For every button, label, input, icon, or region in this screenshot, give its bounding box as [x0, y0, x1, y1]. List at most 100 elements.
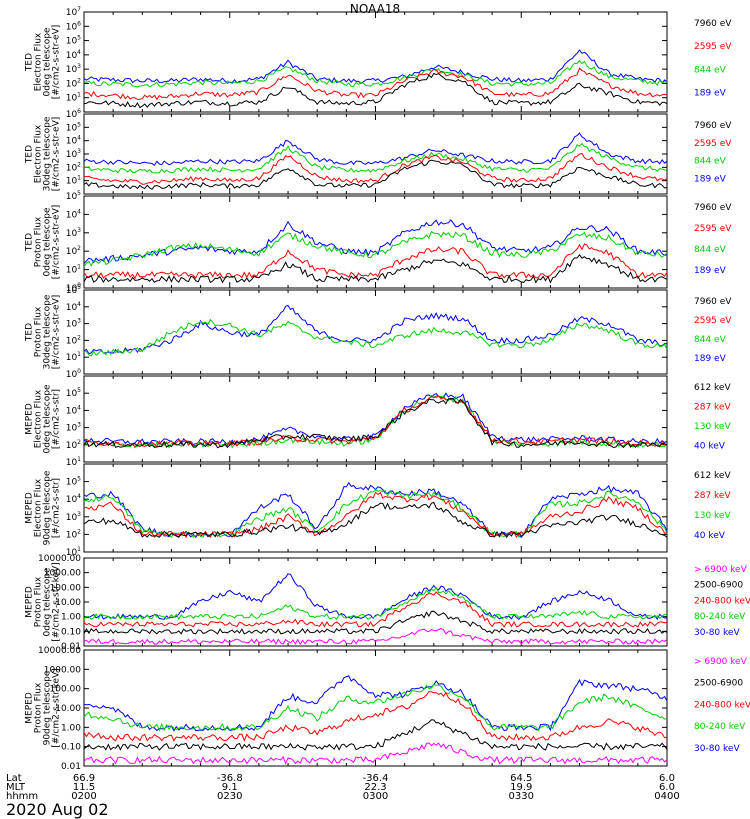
y-tick-label: 103 — [66, 63, 81, 75]
legend-entry: 2595 eV — [694, 42, 732, 52]
y-tick-label: 10000.00 — [38, 646, 81, 656]
series-844-ev — [84, 232, 667, 267]
y-axis-label: MEPEDElectron Flux90deg telescope[#/cm2-… — [25, 470, 62, 545]
legend-entry: 7960 eV — [694, 203, 732, 213]
y-tick-label: 105 — [66, 284, 81, 296]
legend-entry: 2595 eV — [694, 224, 732, 234]
series-844-ev — [84, 144, 667, 174]
legend-entry: 240-800 keV — [694, 596, 750, 606]
y-tick-label: 102 — [66, 245, 81, 257]
y-tick-label: 0.10 — [61, 627, 81, 637]
footer-hhmm-value: 0400 — [654, 792, 679, 802]
legend-entry: 40 keV — [694, 441, 726, 451]
y-axis-label: TEDElectron Flux30deg telescope[#/cm2-s-… — [25, 116, 62, 191]
legend-entry: 2595 eV — [694, 316, 732, 326]
y-tick-label: 105 — [66, 35, 81, 47]
legend-entry: 130 keV — [694, 422, 731, 432]
legend-entry: 2500-6900 — [694, 581, 743, 591]
y-tick-label: 104 — [66, 208, 81, 220]
y-axis-label: MEPEDProton Flux90deg telescope[#/cm2-s-… — [25, 668, 62, 747]
y-axis-label: TEDProton Flux30deg telescope[#/cm2-s-st… — [25, 294, 62, 369]
y-tick-label: 103 — [66, 148, 81, 160]
series-240-800-kev — [84, 692, 667, 741]
series-7960-ev — [84, 160, 667, 189]
panel-7: 0.010.101.0010.00100.001000.0010000.00ME… — [25, 554, 750, 652]
legend-entry: 189 eV — [694, 266, 727, 276]
series-189-ev — [84, 220, 667, 264]
y-tick-label: 101 — [66, 351, 81, 363]
panel-4: 100 101 102 103 104 105 TEDProton Flux30deg te… — [25, 284, 733, 380]
y-tick-label: 104 — [66, 135, 81, 147]
legend-entry: > 6900 keV — [694, 565, 748, 575]
legend-entry: 189 eV — [694, 354, 727, 364]
y-tick-label: 103 — [66, 318, 81, 330]
series-287-kev — [84, 492, 667, 537]
series-2595-ev — [84, 244, 667, 278]
y-tick-label: 105 — [66, 387, 81, 399]
y-tick-label: 106 — [66, 20, 81, 32]
series-30-80-kev — [84, 574, 667, 619]
y-axis-label: TEDElectron Flux0deg telescope[#/cm2-s-s… — [25, 25, 62, 100]
panel-frame — [84, 290, 667, 374]
y-tick-label: 100 — [66, 368, 81, 380]
legend-entry: 189 eV — [694, 175, 727, 185]
y-tick-label: 0.01 — [61, 762, 81, 772]
y-tick-label: 1.00 — [61, 613, 81, 623]
panel-frame — [84, 12, 667, 112]
footer-hhmm-value: 0300 — [363, 792, 388, 802]
legend-entry: 80-240 keV — [694, 612, 746, 622]
series-80-240-kev — [84, 685, 667, 731]
legend-entry: 2500-6900 — [694, 679, 743, 689]
footer-hhmm-value: 0330 — [509, 792, 534, 802]
legend-entry: 7960 eV — [694, 19, 732, 29]
legend-entry: 7960 eV — [694, 297, 732, 307]
y-tick-label: 103 — [66, 511, 81, 523]
series--6900-kev — [84, 629, 667, 645]
legend-entry: > 6900 keV — [694, 657, 748, 667]
legend-entry: 2595 eV — [694, 139, 732, 149]
y-tick-label: 0.10 — [61, 743, 81, 753]
y-tick-label: 102 — [66, 334, 81, 346]
y-tick-label: 104 — [66, 493, 81, 505]
legend-entry: 130 keV — [694, 511, 731, 521]
series-30-80-kev — [84, 676, 667, 731]
series-7960-ev — [84, 255, 667, 283]
y-tick-label: 103 — [66, 422, 81, 434]
y-tick-label: 106 — [66, 108, 81, 120]
legend-entry: 30-80 keV — [694, 628, 740, 638]
series-287-kev — [84, 396, 667, 446]
panel-frame — [84, 376, 667, 462]
y-tick-label: 105 — [66, 476, 81, 488]
legend-entry: 844 eV — [694, 245, 727, 255]
legend-entry: 7960 eV — [694, 121, 732, 131]
legend-entry: 40 keV — [694, 531, 726, 541]
series-844-ev — [84, 320, 667, 356]
series-189-ev — [84, 133, 667, 165]
y-tick-label: 104 — [66, 404, 81, 416]
y-tick-label: 102 — [66, 439, 81, 451]
legend-entry: 287 keV — [694, 491, 731, 501]
panel-8: 0.010.101.0010.00100.001000.0010000.00ME… — [25, 646, 750, 772]
y-tick-label: 102 — [66, 528, 81, 540]
y-tick-label: 104 — [66, 301, 81, 313]
series-240-800-kev — [84, 592, 667, 627]
footer-hhmm-value: 0230 — [217, 792, 242, 802]
series-80-240-kev — [84, 588, 667, 619]
series-130-kev — [84, 490, 667, 538]
y-tick-label: 101 — [66, 92, 81, 104]
series-40-kev — [84, 483, 667, 538]
legend-entry: 612 keV — [694, 383, 731, 393]
legend-entry: 80-240 keV — [694, 722, 746, 732]
y-tick-label: 104 — [66, 49, 81, 61]
y-tick-label: 1.00 — [61, 723, 81, 733]
y-tick-label: 103 — [66, 227, 81, 239]
y-tick-label: 101 — [66, 175, 81, 187]
y-axis-label: TEDProton Flux0deg telescope[#/cm2-s-str… — [25, 205, 62, 280]
y-tick-label: 102 — [66, 77, 81, 89]
y-tick-label: 101 — [66, 456, 81, 468]
